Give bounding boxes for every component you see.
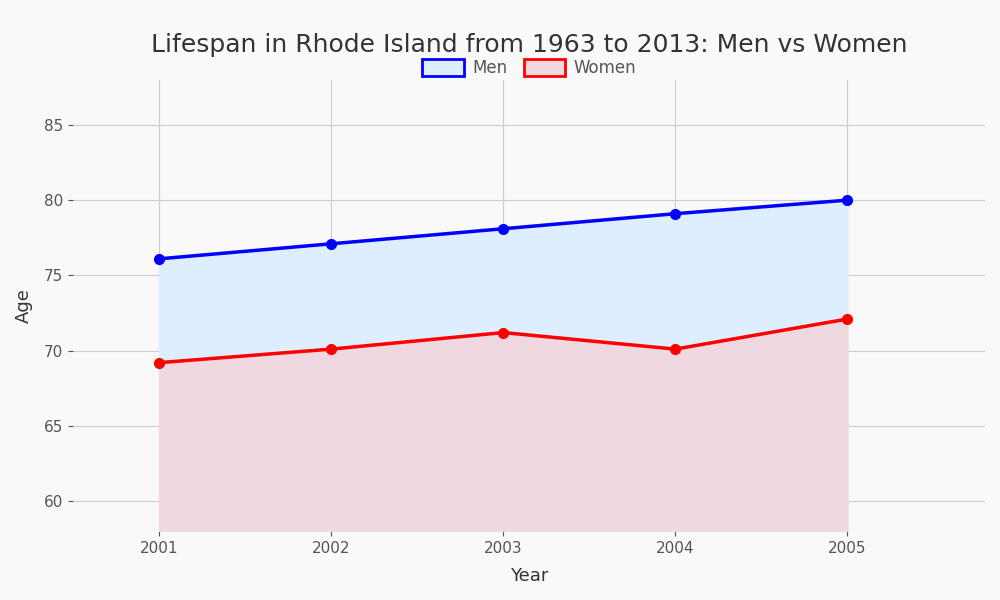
Legend: Men, Women: Men, Women <box>415 52 643 83</box>
X-axis label: Year: Year <box>510 567 548 585</box>
Title: Lifespan in Rhode Island from 1963 to 2013: Men vs Women: Lifespan in Rhode Island from 1963 to 20… <box>151 33 907 57</box>
Y-axis label: Age: Age <box>15 288 33 323</box>
